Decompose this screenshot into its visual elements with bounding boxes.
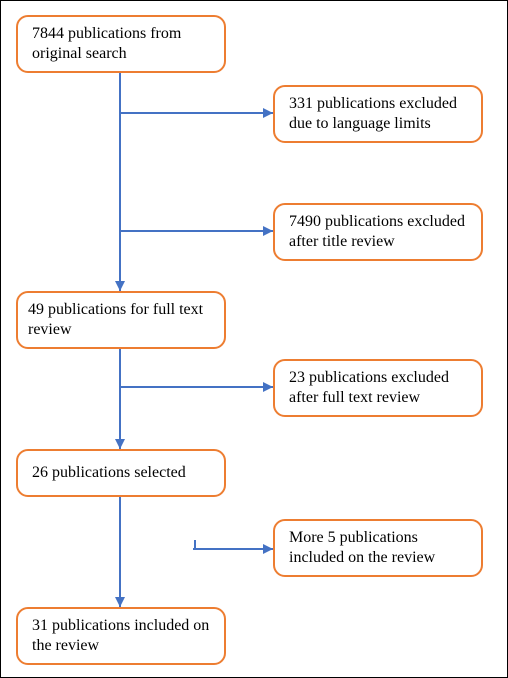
arrowhead-right — [263, 226, 273, 236]
arrowhead-right — [263, 108, 273, 118]
flow-node-label: More 5 publications included on the revi… — [289, 528, 471, 568]
flow-line-horizontal — [120, 112, 273, 115]
flow-node-n7: More 5 publications included on the revi… — [273, 519, 483, 577]
flow-line-horizontal — [193, 548, 273, 551]
flow-node-n3: 7490 publications excluded after title r… — [273, 203, 483, 261]
flow-node-n4: 49 publications for full text review — [16, 291, 226, 349]
arrowhead-down — [115, 439, 125, 449]
flow-node-n6: 26 publications selected — [16, 449, 226, 497]
flow-node-label: 331 publications excluded due to languag… — [289, 94, 471, 134]
arrowhead-right — [263, 544, 273, 554]
flow-line-vertical — [119, 497, 122, 607]
flow-node-label: 49 publications for full text review — [28, 300, 214, 340]
arrowhead-down — [115, 597, 125, 607]
flow-node-n2: 331 publications excluded due to languag… — [273, 85, 483, 143]
flowchart-canvas: 7844 publications from original search 33… — [0, 0, 508, 678]
flow-node-label: 26 publications selected — [32, 463, 186, 483]
arrowhead-right — [263, 382, 273, 392]
arrowhead-down — [115, 281, 125, 291]
flow-node-label: 7490 publications excluded after title r… — [289, 212, 471, 252]
flow-line-vertical — [119, 73, 122, 291]
flow-line-horizontal — [120, 230, 273, 233]
flow-node-label: 7844 publications from original search — [32, 24, 214, 64]
flow-node-n1: 7844 publications from original search — [16, 15, 226, 73]
flow-node-n5: 23 publications excluded after full text… — [273, 359, 483, 417]
flow-node-label: 23 publications excluded after full text… — [289, 368, 471, 408]
flow-line-vertical — [119, 349, 122, 449]
flow-node-label: 31 publications included on the review — [32, 616, 214, 656]
flow-line-horizontal — [120, 386, 273, 389]
flow-node-n8: 31 publications included on the review — [16, 607, 226, 665]
